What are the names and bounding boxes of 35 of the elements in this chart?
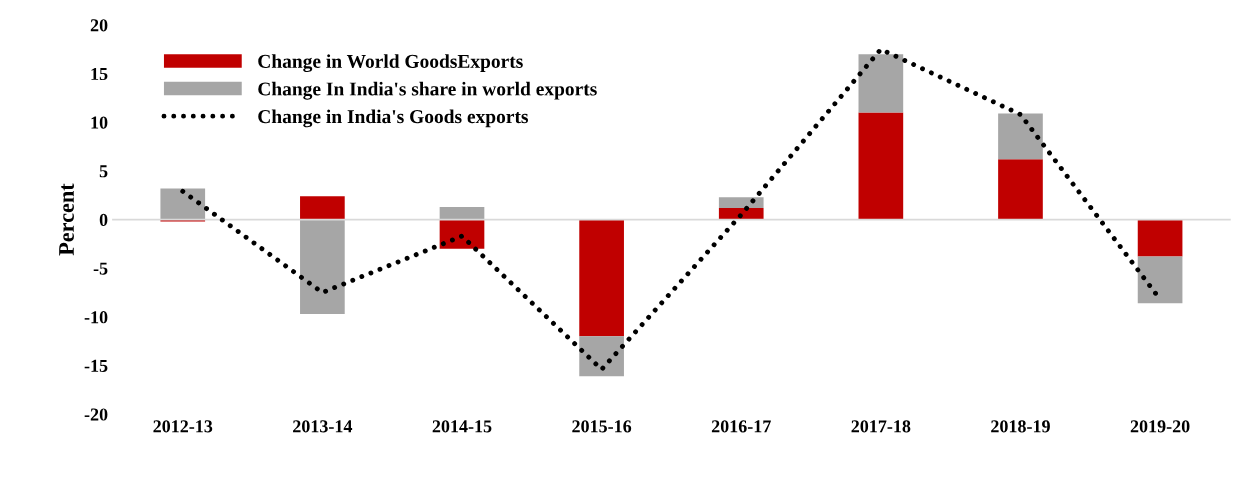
legend-label: Change In India's share in world exports <box>258 81 597 100</box>
x-tick-label: 2019-20 <box>1130 420 1190 433</box>
bar <box>579 336 624 377</box>
x-tick-label: 2018-19 <box>991 420 1050 433</box>
bar <box>1137 256 1183 304</box>
bar <box>858 54 904 113</box>
bar <box>998 113 1043 160</box>
y-tick-label: 20 <box>90 19 108 32</box>
y-tick-label: 0 <box>99 213 108 226</box>
y-tick-label: -15 <box>84 359 108 372</box>
y-tick-label: -5 <box>93 262 108 275</box>
x-tick-label: 2016-17 <box>711 420 771 433</box>
bar <box>439 219 485 249</box>
bar <box>998 159 1043 220</box>
bar <box>718 197 764 208</box>
x-tick-label: 2013-14 <box>293 420 353 433</box>
x-tick-label: 2017-18 <box>851 420 911 433</box>
y-tick-label: -10 <box>84 311 108 324</box>
bar <box>300 219 345 314</box>
y-axis-title: Percent <box>59 183 74 256</box>
bar <box>160 188 206 220</box>
x-tick-label: 2012-13 <box>153 420 213 433</box>
bar <box>579 219 624 337</box>
bar <box>439 206 485 220</box>
y-tick-label: 10 <box>91 116 108 129</box>
y-tick-label: 5 <box>99 165 108 178</box>
bar <box>300 196 345 220</box>
x-tick-label: 2014-15 <box>432 420 492 433</box>
y-tick-label: 15 <box>91 67 108 81</box>
legend-label: Change in India's Goods exports <box>258 109 529 128</box>
y-tick-label: -20 <box>84 408 108 421</box>
bar <box>858 112 904 220</box>
legend-label: Change in World GoodsExports <box>258 54 523 73</box>
x-tick-label: 2015-16 <box>572 420 632 433</box>
bar <box>1137 219 1183 257</box>
